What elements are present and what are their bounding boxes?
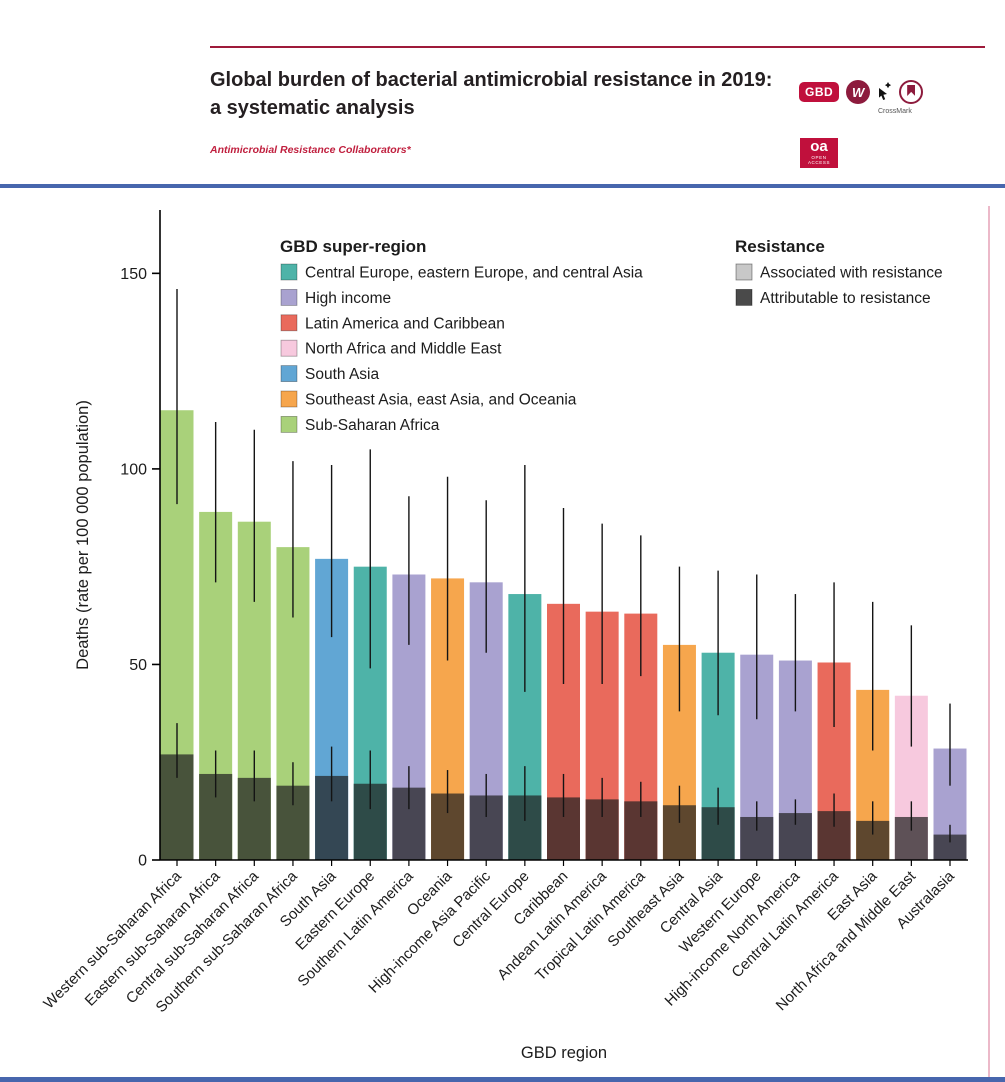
y-axis-title: Deaths (rate per 100 000 population) xyxy=(74,400,92,670)
super-region-legend-swatch xyxy=(280,365,298,383)
open-access-oa: oa xyxy=(810,138,828,155)
article-title: Global burden of bacterial antimicrobial… xyxy=(210,66,830,122)
crossmark-bookmark-icon xyxy=(907,85,916,96)
super-region-legend-label: Southeast Asia, east Asia, and Oceania xyxy=(305,392,577,409)
authors-line: Antimicrobial Resistance Collaborators* xyxy=(210,144,411,156)
y-tick-label: 150 xyxy=(120,266,147,283)
super-region-legend-swatch xyxy=(280,263,298,281)
y-tick-label: 100 xyxy=(120,461,147,478)
resistance-legend-swatch xyxy=(735,289,753,306)
super-region-legend-swatch xyxy=(280,314,298,332)
x-tick-label: Western sub-Saharan Africa xyxy=(40,867,185,1012)
crossmark-label: CrossMark xyxy=(878,108,912,115)
header-rule xyxy=(210,46,985,48)
y-tick-label: 50 xyxy=(129,657,147,674)
super-region-legend-label: Latin America and Caribbean xyxy=(305,315,505,332)
resistance-legend-label: Associated with resistance xyxy=(760,265,943,282)
section-divider xyxy=(0,184,1005,188)
super-region-legend-swatch xyxy=(280,390,298,408)
super-region-legend-label: North Africa and Middle East xyxy=(305,341,502,358)
region-bar-group: Western sub-Saharan Africa xyxy=(40,288,194,1012)
gbd-logo: GBD xyxy=(799,82,840,102)
resistance-legend-swatch xyxy=(735,263,753,281)
super-region-legend-label: High income xyxy=(305,290,391,307)
crossmark-icon[interactable] xyxy=(899,80,924,104)
super-region-legend-swatch xyxy=(280,289,298,306)
header-badges: GBD W xyxy=(799,80,924,104)
cursor-icon xyxy=(877,82,892,102)
open-access-sub: OPEN ACCESS xyxy=(807,155,831,165)
super-region-legend-label: Sub-Saharan Africa xyxy=(305,417,440,434)
resistance-legend-title: Resistance xyxy=(735,237,825,256)
super-region-legend-swatch xyxy=(280,415,298,433)
super-region-legend-label: Central Europe, eastern Europe, and cent… xyxy=(305,265,643,282)
article-title-line2: a systematic analysis xyxy=(210,97,415,119)
resistance-legend-label: Attributable to resistance xyxy=(760,290,931,307)
page-edge-rule xyxy=(988,206,990,1082)
x-axis-title: GBD region xyxy=(521,1044,607,1062)
super-region-legend-swatch xyxy=(280,339,298,357)
article-title-line1: Global burden of bacterial antimicrobial… xyxy=(210,69,773,91)
wellcome-letter: W xyxy=(852,84,865,100)
wellcome-logo: W xyxy=(846,80,871,104)
super-region-legend-label: South Asia xyxy=(305,366,379,383)
bottom-divider xyxy=(0,1077,1005,1082)
y-tick-label: 0 xyxy=(138,853,147,870)
open-access-badge: oa OPEN ACCESS xyxy=(800,138,838,168)
super-region-legend-title: GBD super-region xyxy=(280,237,426,256)
